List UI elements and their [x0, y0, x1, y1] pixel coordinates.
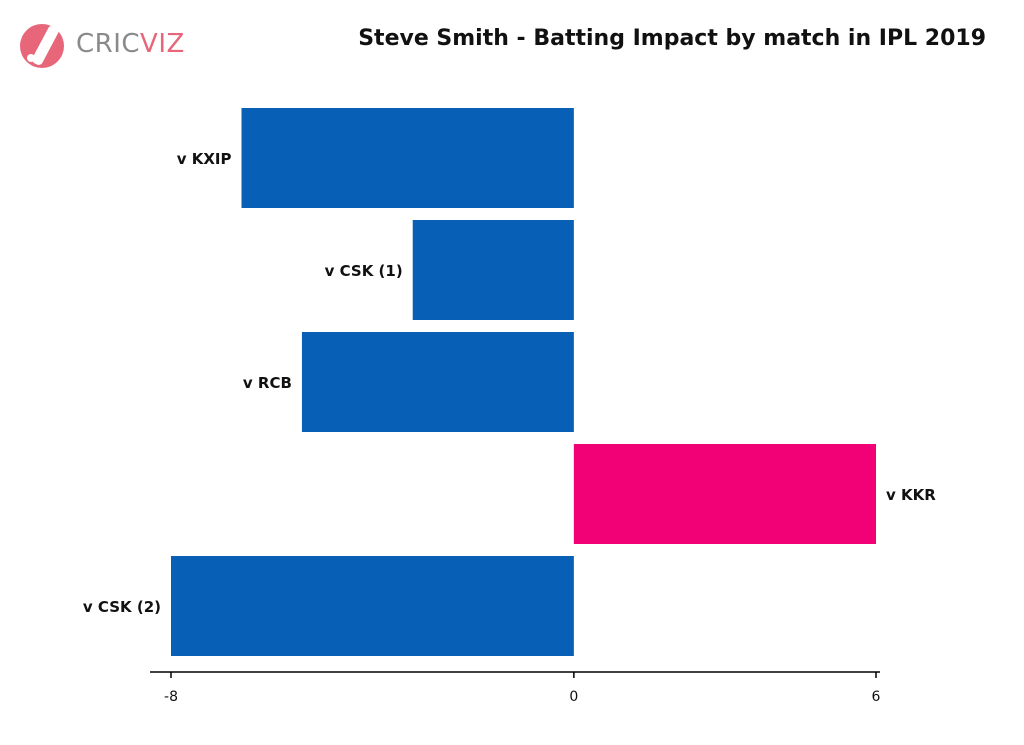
bar-label-3: v RCB: [243, 374, 292, 392]
chart-title: Steve Smith - Batting Impact by match in…: [358, 26, 986, 51]
x-tick-label-1: -8: [164, 689, 178, 705]
x-tick-label-2: 0: [569, 689, 578, 705]
bar-2: [412, 220, 574, 320]
bar-label-5: v CSK (2): [83, 598, 161, 616]
logo-text-cric: CRIC: [76, 29, 141, 59]
bar-label-4: v KKR: [886, 486, 936, 504]
cricviz-logo: CRICVIZ: [18, 18, 184, 74]
x-tick-label-3: 6: [872, 689, 881, 705]
bar-4: [573, 444, 876, 544]
bar-5: [171, 556, 574, 656]
bar-label-2: v CSK (1): [325, 262, 403, 280]
logo-text-viz: VIZ: [140, 29, 185, 59]
bar-label-1: v KXIP: [177, 150, 232, 168]
bar-1: [241, 108, 574, 208]
bar-3: [301, 332, 574, 432]
cricket-bat-ball-icon: [20, 20, 64, 68]
logo-text: CRICVIZ: [76, 29, 185, 59]
